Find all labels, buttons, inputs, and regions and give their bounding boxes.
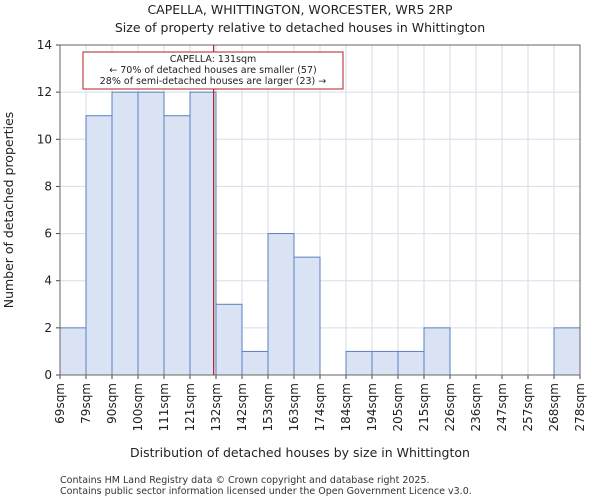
x-tick-label: 215sqm — [417, 383, 431, 431]
x-tick-label: 205sqm — [391, 383, 405, 431]
histogram-bar-194sqm — [371, 350, 399, 376]
annotation-line-3: 28% of semi-detached houses are larger (… — [100, 76, 327, 87]
plot-frame — [59, 44, 581, 376]
histogram-bar-90sqm — [111, 91, 139, 376]
y-axis-label: Number of detached properties — [1, 112, 16, 309]
x-tick-label: 111sqm — [157, 383, 171, 431]
y-tick-label: 12 — [37, 85, 52, 99]
histogram-bar-142sqm — [241, 350, 269, 376]
annotation-line-1: CAPELLA: 131sqm — [170, 54, 257, 65]
y-tick-label: 10 — [37, 132, 52, 146]
histogram-bar-111sqm — [163, 115, 191, 376]
x-tick-label: 69sqm — [53, 383, 67, 424]
bars — [59, 91, 581, 376]
x-tick-label: 236sqm — [469, 383, 483, 431]
x-tick-label: 79sqm — [79, 383, 93, 424]
histogram-bar-69sqm — [59, 327, 87, 376]
x-axis-ticks: 69sqm 79sqm 90sqm 100sqm 111sqm 121sqm 132sqm 1… — [53, 375, 587, 431]
histogram-bar-268sqm — [553, 327, 581, 376]
y-tick-label: 0 — [44, 368, 52, 382]
footer-line-1: Contains HM Land Registry data © Crown c… — [60, 475, 430, 486]
x-tick-label: 153sqm — [261, 383, 275, 431]
x-tick-label: 142sqm — [235, 383, 249, 431]
x-tick-label: 247sqm — [495, 383, 509, 431]
x-tick-label: 100sqm — [131, 383, 145, 431]
histogram-bar-153sqm — [267, 233, 295, 376]
histogram-bar-132sqm — [215, 303, 243, 376]
y-tick-label: 2 — [44, 321, 52, 335]
y-tick-label: 4 — [44, 274, 52, 288]
y-axis-ticks: 0 2 4 6 8 10 12 14 — [37, 38, 60, 382]
chart-title: CAPELLA, WHITTINGTON, WORCESTER, WR5 2RP — [147, 2, 453, 17]
histogram-bar-79sqm — [85, 115, 113, 376]
y-tick-label: 8 — [44, 179, 52, 193]
x-tick-label: 90sqm — [105, 383, 119, 424]
annotation-box: CAPELLA: 131sqm ← 70% of detached houses… — [82, 51, 344, 90]
footer-line-2: Contains public sector information licen… — [60, 486, 472, 497]
histogram-bar-205sqm — [397, 350, 425, 376]
x-tick-label: 278sqm — [573, 383, 587, 431]
y-tick-label: 6 — [44, 227, 52, 241]
histogram-bar-121sqm — [189, 91, 217, 376]
x-tick-label: 121sqm — [183, 383, 197, 431]
x-tick-label: 163sqm — [287, 383, 301, 431]
histogram-bar-184sqm — [345, 350, 373, 376]
x-tick-label: 268sqm — [547, 383, 561, 431]
histogram-bar-100sqm — [137, 91, 165, 376]
x-tick-label: 174sqm — [313, 383, 327, 431]
x-tick-label: 194sqm — [365, 383, 379, 431]
x-tick-label: 132sqm — [209, 383, 223, 431]
histogram-bar-163sqm — [293, 256, 321, 376]
y-tick-label: 14 — [37, 38, 52, 52]
x-tick-label: 226sqm — [443, 383, 457, 431]
x-axis-label: Distribution of detached houses by size … — [130, 445, 470, 460]
annotation-line-2: ← 70% of detached houses are smaller (57… — [109, 65, 316, 76]
chart-subtitle: Size of property relative to detached ho… — [115, 20, 485, 35]
histogram-bar-215sqm — [423, 327, 451, 376]
x-tick-label: 184sqm — [339, 383, 353, 431]
x-tick-label: 257sqm — [521, 383, 535, 431]
